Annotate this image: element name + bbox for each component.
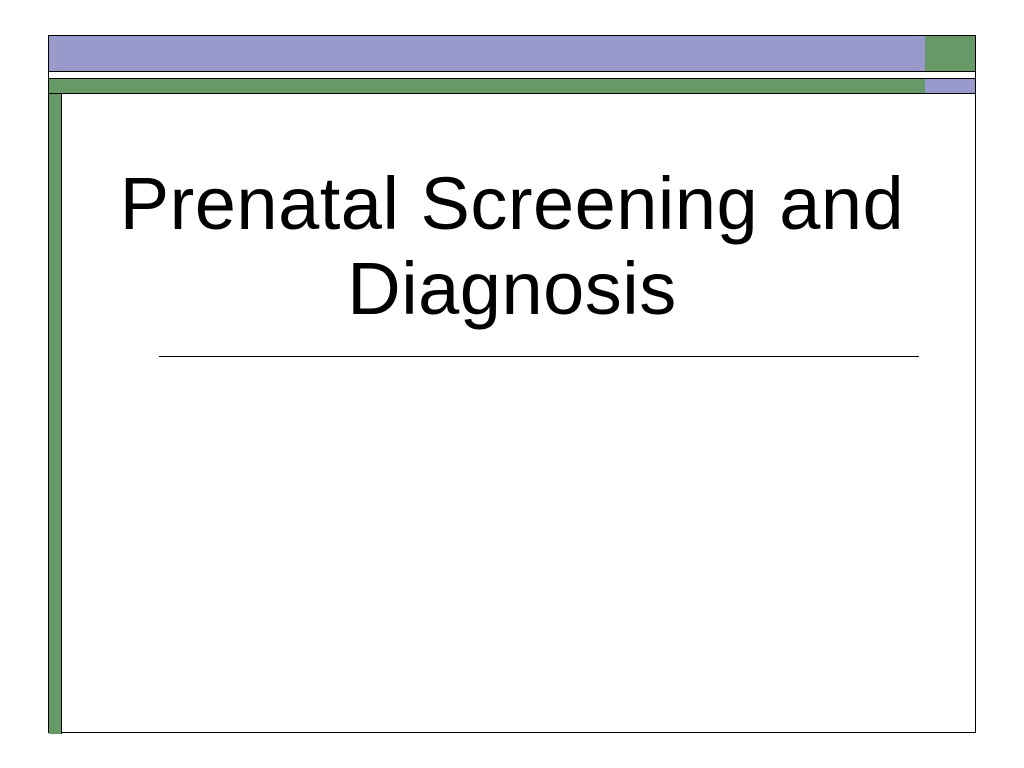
top-green-square — [925, 36, 975, 72]
title-area: Prenatal Screening and Diagnosis — [49, 161, 975, 331]
green-horizontal-bar — [49, 78, 927, 94]
slide-container: Prenatal Screening and Diagnosis — [48, 35, 976, 733]
slide-title: Prenatal Screening and Diagnosis — [49, 161, 975, 331]
title-underline — [159, 356, 919, 357]
top-purple-bar — [49, 36, 927, 72]
small-purple-square — [925, 78, 975, 94]
